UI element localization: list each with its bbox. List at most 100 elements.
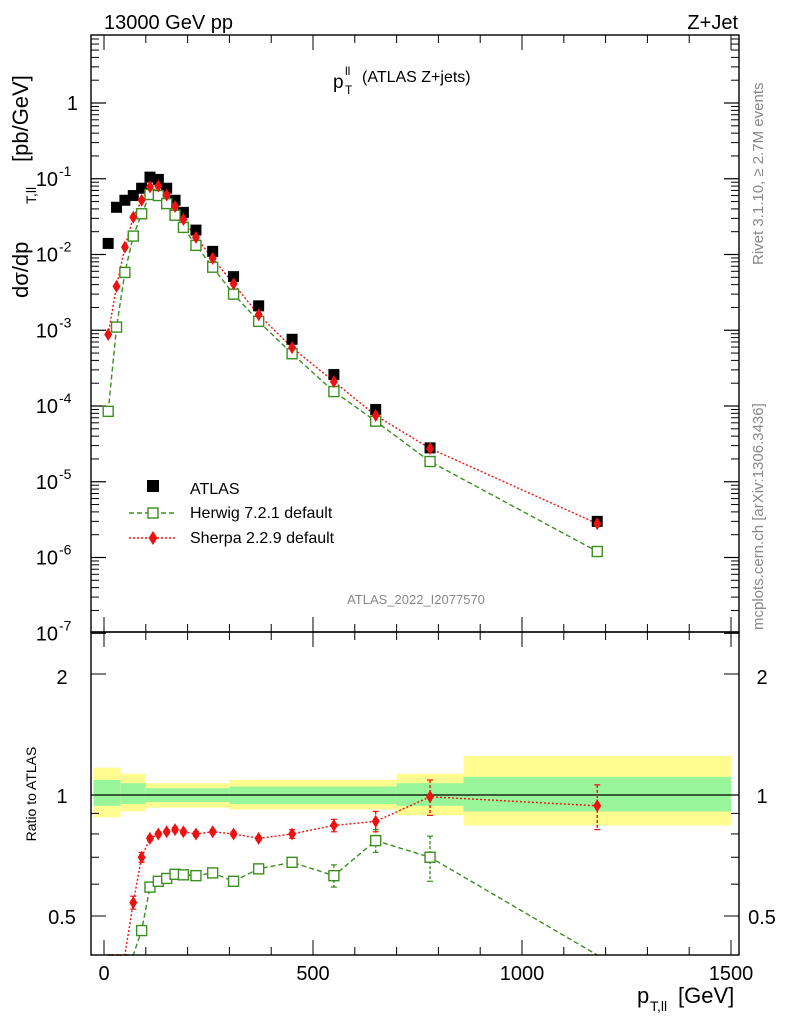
sherpa-point: [137, 193, 146, 207]
header-right: Z+Jet: [687, 12, 738, 34]
rivet-label: Rivet 3.1.10, ≥ 2.7M events: [750, 83, 767, 266]
herwig-point: [135, 208, 148, 220]
y-tick-label-exponent: -5: [59, 466, 72, 482]
sherpa-point: [208, 251, 217, 265]
ratio-tick-label-left-1: 1: [56, 786, 67, 808]
sherpa-point: [329, 375, 338, 389]
sherpa-point: [120, 240, 129, 254]
herwig-ratio-point: [206, 867, 219, 879]
y-tick-label: 10: [36, 472, 58, 494]
band-inner-segment: [120, 783, 146, 804]
y-tick-label: 10: [36, 623, 58, 645]
herwig-point: [110, 321, 123, 333]
main-ylabel-unit: [pb/GeV]: [8, 75, 33, 162]
atlas-point: [136, 182, 148, 194]
herwig-point: [424, 455, 436, 468]
sherpa-point: [179, 212, 188, 226]
herwig-ratio-point: [135, 924, 148, 937]
sherpa-point: [229, 277, 238, 291]
sherpa-ratio-point: [208, 825, 217, 839]
herwig-ratio-point: [328, 869, 340, 882]
atlas-point: [161, 182, 173, 194]
legend: ATLAS Herwig 7.2.1 default Sherpa 2.2.9 …: [129, 480, 335, 547]
y-tick-label-exponent: -2: [59, 239, 72, 255]
legend-herwig-label: Herwig 7.2.1 default: [190, 505, 333, 522]
herwig-point: [102, 405, 114, 418]
herwig-point: [127, 230, 139, 242]
atlas-point: [102, 237, 114, 249]
x-tick-label-500: 500: [296, 963, 329, 985]
main-ylabel-sub: T,ll: [23, 187, 39, 204]
sherpa-ratio-point: [162, 825, 171, 839]
x-tick-label-1000: 1000: [500, 963, 545, 985]
y-tick-label: 1: [67, 93, 78, 115]
main-y-tick-labels: 110-110-210-310-410-510-610-7: [36, 93, 78, 645]
analysis-watermark: ATLAS_2022_I2077570: [347, 592, 485, 607]
x-tick-label-1500: 1500: [709, 963, 754, 985]
main-frame: [90, 34, 740, 633]
atlas-point: [177, 206, 189, 218]
header-left: 13000 GeV pp: [104, 12, 233, 34]
sherpa-point: [145, 180, 154, 194]
ratio-uncertainty-band: [93, 756, 731, 826]
plot-title-sub: T: [345, 83, 353, 97]
sherpa-ratio-point: [329, 818, 338, 832]
atlas-point: [152, 173, 164, 185]
sherpa-ratio-point: [288, 827, 297, 841]
band-inner-segment: [93, 779, 121, 806]
atlas-point: [228, 271, 240, 283]
sherpa-point: [426, 441, 435, 455]
ratio-panel: 2 1 0.5 2 1 0.5 Ratio to ATLAS: [23, 631, 776, 956]
sherpa-point: [154, 179, 163, 193]
y-tick-label-exponent: -6: [59, 542, 72, 558]
atlas-point: [111, 201, 123, 213]
herwig-ratio-point: [227, 875, 240, 887]
atlas-point: [207, 245, 219, 257]
atlas-point: [119, 194, 131, 206]
atlas-point: [127, 190, 139, 202]
atlas-point: [190, 224, 202, 236]
sherpa-ratio-point: [426, 790, 435, 804]
sherpa-ratio-point: [593, 799, 602, 813]
ratio-axis-ticks: [91, 632, 739, 956]
xlabel-unit: [GeV]: [678, 983, 734, 1008]
sherpa-ratio-point: [191, 827, 200, 841]
y-tick-label: 10: [36, 548, 58, 570]
ratio-tick-label-right-2: 2: [756, 667, 767, 689]
main-data-marks: [102, 171, 603, 558]
sherpa-point: [191, 230, 200, 244]
main-ylabel-main: dσ/dp: [8, 242, 33, 298]
herwig-ratio-point: [144, 881, 156, 893]
atlas-point: [328, 369, 340, 381]
y-tick-label: 10: [36, 396, 58, 418]
y-tick-label-exponent: -4: [59, 390, 72, 406]
ratio-tick-label-right-05: 0.5: [748, 907, 776, 929]
x-axis-label: p T,ll [GeV]: [637, 983, 734, 1014]
ratio-frame: [90, 631, 740, 956]
x-tick-label-0: 0: [98, 963, 109, 985]
y-tick-label-exponent: -1: [59, 163, 72, 179]
atlas-point: [286, 333, 298, 345]
sherpa-ratio-point: [229, 827, 238, 841]
sherpa-ratio-point: [179, 825, 188, 839]
xlabel-sub: T,ll: [650, 998, 667, 1014]
y-tick-label-exponent: -3: [59, 314, 72, 330]
sherpa-point: [371, 408, 380, 422]
herwig-ratio-point: [177, 869, 190, 881]
legend-atlas-marker: [147, 480, 159, 492]
sherpa-line: [107, 185, 598, 525]
legend-sherpa-label: Sherpa 2.2.9 default: [190, 530, 335, 547]
y-tick-label: 10: [36, 169, 58, 191]
sherpa-point: [254, 308, 263, 322]
sherpa-point: [288, 341, 297, 355]
y-tick-label: 10: [36, 245, 58, 267]
main-y-axis-label: dσ/dp T,ll [pb/GeV]: [8, 75, 39, 298]
mcplots-label: mcplots.cern.ch [arXiv:1306.3436]: [750, 403, 767, 630]
atlas-point: [253, 300, 265, 312]
sherpa-ratio-point: [129, 896, 138, 910]
ratio-tick-label-right-1: 1: [756, 786, 767, 808]
herwig-point: [119, 266, 131, 279]
y-tick-label: 10: [36, 320, 58, 342]
herwig-ratio-point: [190, 869, 202, 882]
